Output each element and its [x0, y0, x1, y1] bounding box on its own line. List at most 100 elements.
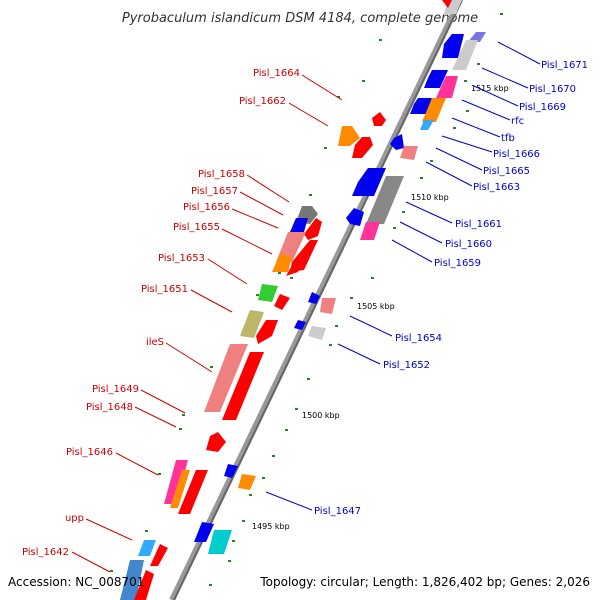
tick-mark [290, 277, 293, 279]
gene-pisl-1651-red [274, 294, 290, 310]
leader-line [239, 191, 284, 216]
gene-label: Pisl_1664 [253, 68, 300, 79]
gene-label: ileS [146, 337, 164, 348]
gene-pisl-1662 [338, 126, 360, 146]
gene-pisl-1660 [346, 208, 364, 226]
gene-pisl-1670 [442, 34, 464, 58]
right-gene-labels: Pisl_1671 Pisl_1670 Pisl_1669 rfc tfb Pi… [314, 60, 588, 517]
gene-pisl-1663 [400, 146, 418, 160]
tick-mark [393, 227, 396, 229]
tick-mark [466, 110, 469, 112]
leader-line [451, 117, 501, 138]
leader-line [231, 208, 279, 229]
gene-label: Pisl_1642 [22, 547, 69, 558]
gene-upp-red [150, 544, 168, 566]
tick-mark [335, 325, 338, 327]
tick-mark [464, 80, 467, 82]
tick-mark [272, 455, 275, 457]
gene-label: Pisl_1652 [383, 360, 430, 371]
leader-line [85, 518, 133, 541]
left-gene-labels: Pisl_1664 Pisl_1662 Pisl_1658 Pisl_1657 … [22, 68, 300, 558]
tick-mark [249, 494, 252, 496]
gene-pisl-1654-blue [308, 292, 320, 304]
tick-mark [278, 272, 281, 274]
gene-pisl-1661-blue [352, 168, 386, 196]
tick-mark [350, 297, 353, 299]
tick-mark [453, 127, 456, 129]
tick-mark [210, 366, 213, 368]
gene-label: Pisl_1649 [92, 384, 139, 395]
map-title: Pyrobaculum islandicum DSM 4184, complet… [122, 11, 478, 26]
gene-pisl-1666 [420, 120, 434, 130]
gene-label: Pisl_1671 [541, 60, 588, 71]
gene-upp [138, 540, 156, 556]
gene-pisl-1673 [442, 0, 452, 8]
leader-line [246, 174, 290, 203]
tick-mark [477, 63, 480, 65]
right-leader-lines [265, 41, 541, 511]
leader-line [391, 239, 433, 263]
reverse-strand-genes [194, 0, 486, 554]
gene-pisl-1642-red [134, 570, 154, 600]
gene-label: Pisl_1654 [395, 333, 442, 344]
tick-mark [145, 530, 148, 532]
gene-label: Pisl_1647 [314, 506, 361, 517]
tick-mark [242, 520, 245, 522]
tick-mark [379, 39, 382, 41]
gene-label: Pisl_1663 [473, 182, 520, 193]
tick-mark [362, 80, 365, 82]
leader-line [497, 41, 541, 65]
tick-marks [110, 13, 503, 586]
tick-mark [110, 570, 113, 572]
gene-label: Pisl_1666 [493, 149, 540, 160]
leader-line [165, 342, 213, 373]
gene-label: Pisl_1665 [483, 166, 530, 177]
gene-label: Pisl_1661 [455, 219, 502, 230]
gene-pisl-1665 [390, 134, 404, 150]
gene-label: Pisl_1648 [86, 402, 133, 413]
tick-mark [324, 147, 327, 149]
tick-mark [307, 378, 310, 380]
gene-ileS [204, 344, 248, 412]
leader-line [405, 201, 453, 224]
scale-labels: 1495 kbp 1500 kbp 1505 kbp 1510 kbp 1515… [252, 84, 509, 531]
gene-pisl-1671 [468, 32, 486, 42]
scale-label: 1505 kbp [357, 302, 395, 311]
topology-label: Topology: circular; Length: 1,826,402 bp… [259, 575, 590, 589]
gene-pisl-1646-orange [170, 470, 190, 508]
leader-line [461, 99, 511, 121]
leader-line [473, 85, 519, 107]
tick-mark [209, 584, 212, 586]
gene-pisl-1654 [320, 298, 336, 314]
left-leader-lines [71, 74, 343, 573]
gene-tfb-blue [410, 98, 432, 114]
gene-pisl-1647 [238, 474, 256, 490]
gene-pisl-1661 [366, 176, 404, 224]
gene-pisl-1647-blue [224, 464, 238, 478]
tick-mark [256, 294, 259, 296]
gene-rfc [436, 76, 458, 98]
leader-line [134, 406, 177, 428]
gene-pisl-1662-red [352, 137, 373, 158]
gene-pisl-1656 [304, 218, 322, 240]
gene-label: Pisl_1669 [519, 102, 566, 113]
leader-line [265, 491, 313, 511]
gene-label: Pisl_1662 [239, 96, 286, 107]
gene-label: Pisl_1653 [158, 253, 205, 264]
gene-pisl-1648 [206, 432, 226, 452]
leader-line [337, 343, 381, 365]
tick-mark [309, 194, 312, 196]
leader-line [221, 228, 273, 255]
tick-mark [182, 414, 185, 416]
gene-pisl-1650-red [256, 320, 278, 344]
gene-pisl-1645-blue [194, 522, 214, 542]
gene-pisl-1651-green [258, 284, 278, 302]
tick-mark [228, 560, 231, 562]
leader-line [140, 389, 186, 414]
scale-label: 1510 kbp [411, 193, 449, 202]
leader-line [399, 221, 443, 244]
gene-label: Pisl_1646 [66, 447, 113, 458]
gene-label: Pisl_1651 [141, 284, 188, 295]
leader-line [207, 258, 248, 285]
